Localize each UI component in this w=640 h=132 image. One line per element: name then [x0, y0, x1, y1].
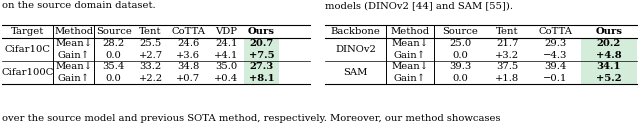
- Text: 27.3: 27.3: [250, 62, 274, 71]
- Text: Mean↓: Mean↓: [392, 62, 429, 71]
- Text: Mean↓: Mean↓: [392, 39, 429, 48]
- Text: Target: Target: [11, 27, 44, 36]
- Text: DINOv2: DINOv2: [335, 45, 376, 54]
- Text: Tent: Tent: [496, 27, 519, 36]
- Text: 0.0: 0.0: [106, 51, 122, 60]
- Text: VDP: VDP: [215, 27, 237, 36]
- Text: Source: Source: [442, 27, 478, 36]
- Text: 0.0: 0.0: [452, 74, 468, 83]
- Text: 20.7: 20.7: [250, 39, 274, 48]
- Text: 39.4: 39.4: [544, 62, 566, 71]
- Bar: [244, 61, 279, 72]
- Text: +5.2: +5.2: [596, 74, 621, 83]
- Text: models (DINOv2 [44] and SAM [55]).: models (DINOv2 [44] and SAM [55]).: [325, 1, 513, 10]
- Text: 24.1: 24.1: [215, 39, 237, 48]
- Text: 0.0: 0.0: [452, 51, 468, 60]
- Text: +1.8: +1.8: [495, 74, 520, 83]
- Text: on the source domain dataset.: on the source domain dataset.: [2, 1, 156, 10]
- Text: Method: Method: [54, 27, 93, 36]
- Text: 21.7: 21.7: [497, 39, 518, 48]
- Text: 39.3: 39.3: [449, 62, 471, 71]
- Text: +7.5: +7.5: [249, 51, 275, 60]
- Text: Tent: Tent: [140, 27, 162, 36]
- Text: 34.8: 34.8: [177, 62, 200, 71]
- Text: Gain↑: Gain↑: [394, 74, 426, 83]
- Text: Cifar10C: Cifar10C: [4, 45, 51, 54]
- Bar: [581, 50, 637, 61]
- Text: Mean↓: Mean↓: [55, 39, 92, 48]
- Text: Source: Source: [96, 27, 132, 36]
- Text: 29.3: 29.3: [544, 39, 566, 48]
- Bar: [581, 38, 637, 50]
- Bar: [581, 72, 637, 84]
- Text: 37.5: 37.5: [497, 62, 518, 71]
- Text: +3.6: +3.6: [177, 51, 200, 60]
- Text: 25.5: 25.5: [140, 39, 162, 48]
- Text: Gain↑: Gain↑: [58, 74, 90, 83]
- Text: Backbone: Backbone: [330, 27, 380, 36]
- Text: +2.2: +2.2: [138, 74, 163, 83]
- Text: Gain↑: Gain↑: [58, 51, 90, 60]
- Text: 34.1: 34.1: [596, 62, 621, 71]
- Text: Ours: Ours: [595, 27, 623, 36]
- Text: 0.0: 0.0: [106, 74, 122, 83]
- Text: −4.3: −4.3: [543, 51, 567, 60]
- Text: 28.2: 28.2: [102, 39, 125, 48]
- Text: Mean↓: Mean↓: [55, 62, 92, 71]
- Text: 35.4: 35.4: [102, 62, 125, 71]
- Text: Method: Method: [390, 27, 429, 36]
- Text: 25.0: 25.0: [449, 39, 471, 48]
- Text: 35.0: 35.0: [215, 62, 237, 71]
- Bar: [581, 61, 637, 72]
- Text: 20.2: 20.2: [596, 39, 621, 48]
- Text: +3.2: +3.2: [495, 51, 520, 60]
- Bar: [244, 38, 279, 50]
- Text: over the source model and previous SOTA method, respectively. Moreover, our meth: over the source model and previous SOTA …: [2, 114, 500, 123]
- Text: SAM: SAM: [343, 68, 367, 77]
- Bar: [244, 72, 279, 84]
- Text: CoTTA: CoTTA: [172, 27, 205, 36]
- Text: +0.4: +0.4: [214, 74, 238, 83]
- Text: Cifar100C: Cifar100C: [1, 68, 54, 77]
- Text: CoTTA: CoTTA: [538, 27, 572, 36]
- Text: +8.1: +8.1: [249, 74, 275, 83]
- Text: 33.2: 33.2: [140, 62, 162, 71]
- Text: −0.1: −0.1: [543, 74, 567, 83]
- Bar: [244, 50, 279, 61]
- Text: +2.7: +2.7: [138, 51, 163, 60]
- Text: Gain↑: Gain↑: [394, 51, 426, 60]
- Text: +4.8: +4.8: [596, 51, 621, 60]
- Text: 24.6: 24.6: [177, 39, 200, 48]
- Text: Ours: Ours: [248, 27, 275, 36]
- Text: +4.1: +4.1: [214, 51, 238, 60]
- Text: +0.7: +0.7: [176, 74, 200, 83]
